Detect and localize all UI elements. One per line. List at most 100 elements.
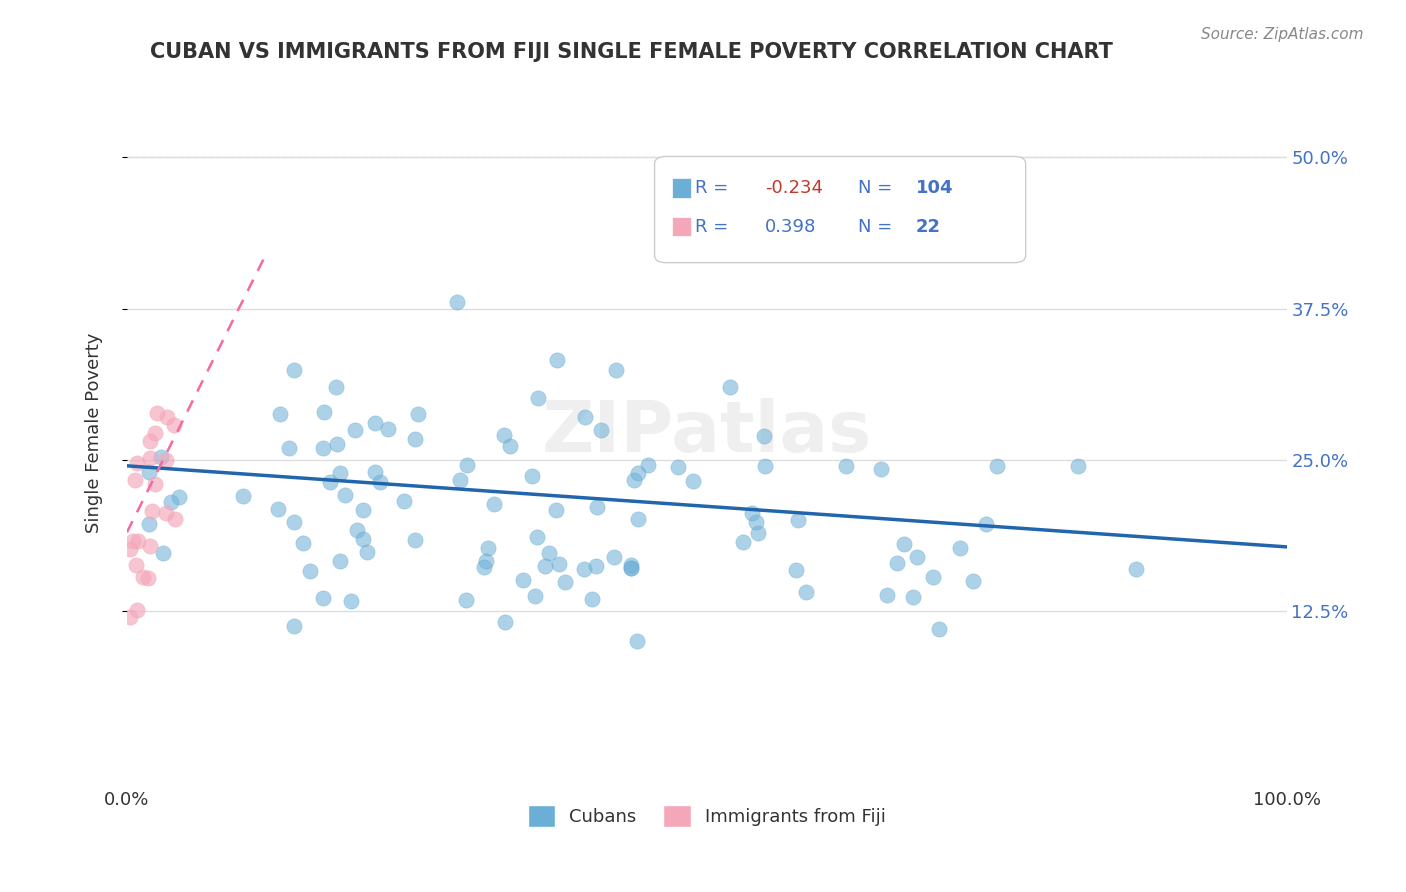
Point [167, 490, 190, 504]
FancyBboxPatch shape [672, 178, 690, 197]
Point [120, 610, 142, 624]
Point [589, 423, 612, 437]
Point [785, 564, 807, 578]
Point [745, 515, 768, 529]
Point [145, 406, 167, 420]
Point [132, 570, 155, 584]
Point [572, 562, 595, 576]
Point [605, 363, 627, 377]
Point [835, 458, 858, 473]
Point [581, 591, 603, 606]
Point [363, 416, 385, 430]
Text: 22: 22 [915, 219, 941, 236]
Point [121, 533, 143, 548]
Point [526, 530, 548, 544]
Point [156, 410, 179, 425]
Point [574, 409, 596, 424]
Point [152, 546, 174, 560]
Point [499, 439, 522, 453]
Point [136, 571, 159, 585]
Point [232, 489, 254, 503]
Point [893, 537, 915, 551]
FancyBboxPatch shape [655, 156, 1025, 262]
Point [339, 593, 361, 607]
Text: -0.234: -0.234 [765, 179, 823, 197]
Point [523, 589, 546, 603]
Point [976, 516, 998, 531]
Point [637, 458, 659, 472]
Point [269, 407, 291, 421]
Text: N =: N = [858, 219, 891, 236]
Point [620, 561, 643, 575]
Point [283, 515, 305, 529]
Point [292, 536, 315, 550]
Text: Source: ZipAtlas.com: Source: ZipAtlas.com [1201, 27, 1364, 42]
Point [623, 473, 645, 487]
Point [404, 533, 426, 547]
Point [527, 391, 550, 405]
Point [986, 458, 1008, 473]
Text: R =: R = [695, 179, 728, 197]
Point [159, 495, 181, 509]
FancyBboxPatch shape [672, 217, 690, 236]
Point [406, 407, 429, 421]
Point [666, 460, 689, 475]
Point [794, 584, 817, 599]
Point [876, 588, 898, 602]
Point [352, 532, 374, 546]
Y-axis label: Single Female Poverty: Single Female Poverty [86, 333, 103, 533]
Point [627, 511, 650, 525]
Point [747, 526, 769, 541]
Point [922, 570, 945, 584]
Point [547, 557, 569, 571]
Point [718, 380, 741, 394]
Point [1067, 458, 1090, 473]
Point [149, 450, 172, 464]
Point [928, 622, 950, 636]
Point [138, 540, 160, 554]
Point [682, 475, 704, 489]
Text: N =: N = [858, 179, 891, 197]
Point [138, 434, 160, 448]
Point [733, 535, 755, 549]
Point [477, 541, 499, 556]
Point [534, 558, 557, 573]
Point [456, 458, 478, 472]
Point [138, 517, 160, 532]
Point [283, 619, 305, 633]
Point [404, 433, 426, 447]
Point [139, 451, 162, 466]
Point [138, 465, 160, 479]
Point [127, 534, 149, 549]
Text: 104: 104 [915, 179, 953, 197]
Point [125, 456, 148, 470]
Point [312, 591, 335, 605]
Point [143, 426, 166, 441]
Point [277, 442, 299, 456]
Point [585, 559, 607, 574]
Point [299, 564, 322, 578]
Point [546, 503, 568, 517]
Point [392, 493, 415, 508]
Point [155, 452, 177, 467]
Point [754, 458, 776, 473]
Point [368, 475, 391, 489]
Point [329, 554, 352, 568]
Point [163, 418, 186, 433]
Point [356, 545, 378, 559]
Point [554, 574, 576, 589]
Point [364, 465, 387, 479]
Point [125, 558, 148, 572]
Point [482, 497, 505, 511]
Point [520, 468, 543, 483]
Point [905, 550, 928, 565]
Point [494, 427, 516, 442]
Point [124, 473, 146, 487]
Point [312, 441, 335, 455]
Point [377, 422, 399, 436]
Point [346, 524, 368, 538]
Point [283, 363, 305, 377]
Point [446, 295, 468, 310]
Point [949, 541, 972, 556]
Point [475, 554, 498, 568]
